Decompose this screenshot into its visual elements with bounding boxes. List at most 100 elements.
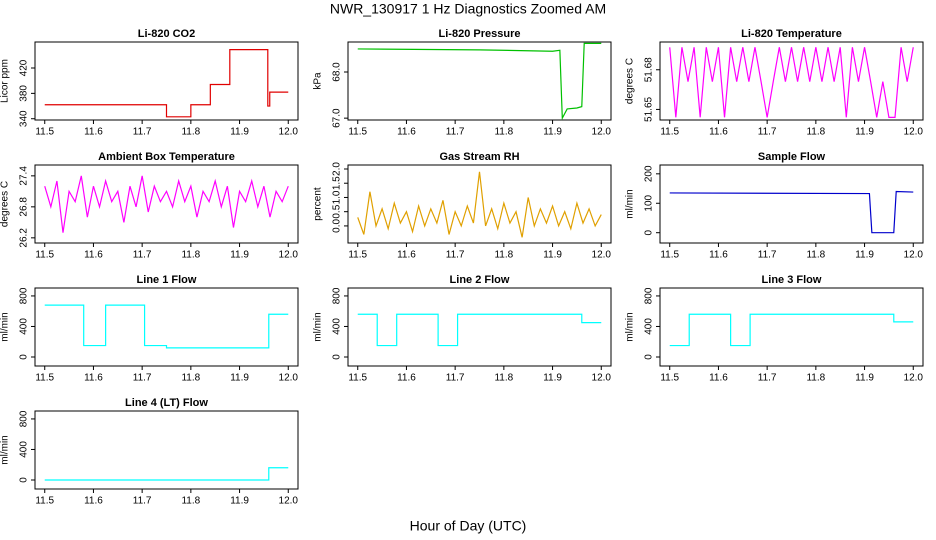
y-axis-label: degrees C [0, 181, 11, 227]
y-tick-label: 0 [19, 477, 30, 483]
x-tick-label: 12.0 [592, 250, 612, 261]
y-tick-label: 68.0 [332, 62, 343, 82]
data-line [44, 175, 289, 233]
y-tick-label: 800 [644, 287, 655, 304]
data-line [669, 313, 914, 347]
y-tick-label: 800 [332, 287, 343, 304]
y-tick-label: 67.0 [332, 108, 343, 128]
plot-frame [34, 41, 299, 121]
x-tick-label: 11.7 [446, 127, 465, 138]
panel-title: Ambient Box Temperature [98, 151, 235, 163]
x-tick-label: 11.9 [855, 127, 874, 138]
plot-frame [34, 410, 299, 490]
x-tick-label: 11.9 [855, 373, 874, 384]
x-tick-label: 11.9 [230, 127, 249, 138]
y-tick-label: 0 [644, 229, 655, 235]
y-axis-label: ml/min [625, 189, 636, 218]
x-axis-label: Hour of Day (UTC) [410, 518, 527, 534]
x-tick-label: 11.9 [230, 496, 249, 507]
y-tick-label: 800 [19, 410, 30, 427]
data-line [669, 47, 914, 118]
x-tick-label: 11.5 [35, 127, 54, 138]
panel-title: Line 2 Flow [450, 274, 510, 286]
y-tick-label: 380 [19, 85, 30, 102]
data-line [44, 304, 289, 349]
y-axis-label: ml/min [313, 312, 324, 341]
x-tick-label: 11.5 [348, 373, 367, 384]
y-axis-label: ml/min [0, 312, 11, 341]
x-tick-label: 11.9 [543, 373, 562, 384]
plot-frame [347, 287, 612, 367]
x-tick-label: 11.6 [397, 373, 416, 384]
y-tick-label: 100 [644, 194, 655, 211]
x-tick-label: 12.0 [279, 127, 299, 138]
x-tick-label: 12.0 [279, 250, 299, 261]
y-tick-label: 0 [644, 354, 655, 360]
x-tick-label: 12.0 [904, 250, 924, 261]
y-tick-label: 0.5 [332, 204, 343, 218]
x-tick-label: 12.0 [904, 373, 924, 384]
x-tick-label: 11.6 [397, 127, 416, 138]
x-tick-label: 11.8 [181, 373, 200, 384]
y-tick-label: 0 [19, 354, 30, 360]
y-tick-label: 400 [19, 318, 30, 335]
x-tick-label: 11.5 [348, 250, 367, 261]
data-line [357, 171, 602, 238]
x-tick-label: 11.8 [494, 373, 513, 384]
y-tick-label: 0 [332, 354, 343, 360]
x-tick-label: 11.6 [397, 250, 416, 261]
panel-title: Sample Flow [758, 151, 826, 163]
x-tick-label: 11.9 [230, 373, 249, 384]
y-tick-label: 800 [19, 287, 30, 304]
data-line [44, 467, 289, 481]
plot-frame [34, 287, 299, 367]
x-tick-label: 11.8 [181, 496, 200, 507]
plot-frame [659, 41, 924, 121]
plot-frame [347, 164, 612, 244]
panel-title: Line 4 (LT) Flow [125, 397, 208, 409]
y-tick-label: 400 [19, 441, 30, 458]
x-tick-label: 11.7 [133, 496, 152, 507]
x-tick-label: 12.0 [279, 373, 299, 384]
panel-title: Line 1 Flow [137, 274, 197, 286]
plot-frame [659, 287, 924, 367]
x-tick-label: 12.0 [904, 127, 924, 138]
plot-frame [659, 164, 924, 244]
y-axis-label: ml/min [625, 312, 636, 341]
y-axis-label: percent [313, 187, 324, 221]
x-tick-label: 11.6 [709, 250, 728, 261]
y-axis-label: kPa [313, 72, 324, 90]
y-tick-label: 1.5 [332, 176, 343, 190]
x-tick-label: 11.8 [806, 373, 825, 384]
panel-title: Li-820 Temperature [741, 28, 842, 40]
x-tick-label: 12.0 [592, 373, 612, 384]
y-tick-label: 26.8 [19, 197, 30, 217]
page-title: NWR_130917 1 Hz Diagnostics Zoomed AM [330, 1, 606, 17]
x-tick-label: 12.0 [592, 127, 612, 138]
y-tick-label: 27.4 [19, 166, 30, 186]
data-line [44, 49, 289, 118]
x-tick-label: 11.9 [543, 127, 562, 138]
y-tick-label: 51.68 [644, 57, 655, 82]
x-tick-label: 12.0 [279, 496, 299, 507]
y-tick-label: 0.0 [332, 219, 343, 233]
x-tick-label: 11.7 [446, 373, 465, 384]
plot-frame [347, 41, 612, 121]
y-tick-label: 1.0 [332, 190, 343, 204]
plot-frame [34, 164, 299, 244]
x-tick-label: 11.8 [494, 250, 513, 261]
x-tick-label: 11.5 [35, 250, 54, 261]
y-tick-label: 420 [19, 59, 30, 76]
x-tick-label: 11.5 [660, 250, 679, 261]
x-tick-label: 11.6 [84, 250, 103, 261]
y-tick-label: 400 [332, 318, 343, 335]
x-tick-label: 11.6 [709, 373, 728, 384]
x-tick-label: 11.7 [758, 250, 777, 261]
y-axis-label: Licor ppm [0, 59, 11, 103]
x-tick-label: 11.7 [133, 127, 152, 138]
y-tick-label: 2.0 [332, 162, 343, 176]
x-tick-label: 11.5 [660, 373, 679, 384]
x-tick-label: 11.7 [446, 250, 465, 261]
x-tick-label: 11.6 [709, 127, 728, 138]
